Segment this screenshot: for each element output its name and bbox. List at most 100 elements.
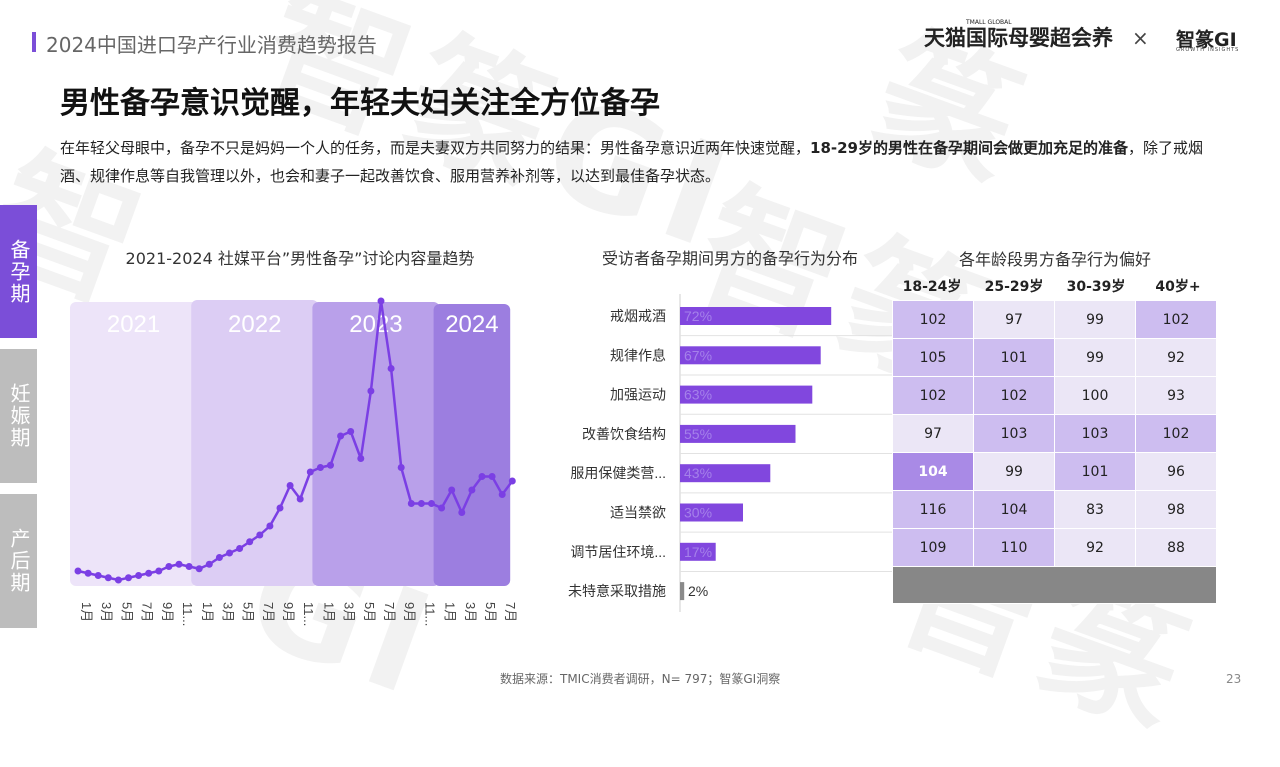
year-panel [312, 302, 440, 586]
year-label: 2022 [228, 311, 281, 338]
heatmap-cell: 88 [1135, 528, 1217, 567]
data-point [448, 486, 456, 494]
data-point [387, 365, 395, 372]
category-label: 未特意采取措施 [568, 583, 666, 599]
heatmap-cell: 97 [892, 414, 974, 453]
brand-tmall-sub: TMALL GLOBAL [966, 19, 1012, 26]
heatmap-empty-cell [892, 566, 1217, 604]
heatmap-cell: 96 [1135, 452, 1217, 491]
data-point [357, 455, 365, 462]
x-tick-label: 3月 [99, 602, 114, 622]
heatmap-cell: 102 [892, 300, 974, 339]
bar [680, 346, 821, 365]
bar-value-label: 2% [688, 583, 708, 599]
bar-value-label: 43% [684, 465, 712, 481]
heatmap-column-header: 30-39岁 [1066, 279, 1126, 295]
heatmap-cell: 99 [973, 452, 1055, 491]
year-panel [70, 302, 198, 586]
heatmap-row: 102 97 99 102 [892, 300, 1217, 339]
category-label: 适当禁欲 [610, 505, 666, 521]
side-tab-postpartum[interactable]: 产后期 [0, 494, 37, 628]
side-tab-label: 产后期 [7, 528, 31, 594]
data-point [185, 563, 193, 570]
heatmap-cell: 105 [892, 338, 974, 377]
data-point [276, 504, 284, 512]
heatmap-table: 102 97 99 102 105 101 99 92 102 102 100 93 97 103 103 1… [892, 300, 1217, 604]
heatmap-empty-row [892, 566, 1217, 604]
data-point [327, 461, 334, 469]
description-bold: 18-29岁的男性在备孕期间会做更加充足的准备 [810, 139, 1128, 157]
heatmap-cell: 104 [892, 452, 974, 491]
bar [680, 424, 796, 443]
data-point [155, 567, 163, 575]
data-point [438, 504, 446, 512]
heatmap-row: 97 103 103 102 [892, 414, 1217, 453]
brand-separator: × [1132, 26, 1149, 50]
data-point [205, 560, 213, 568]
year-panel [433, 304, 511, 586]
category-label: 加强运动 [610, 387, 666, 403]
heatmap-row: 116 104 83 98 [892, 490, 1217, 529]
category-label: 规律作息 [610, 347, 666, 363]
x-tick-label: 9月 [281, 602, 296, 622]
x-tick-label: 1月 [79, 602, 94, 622]
heatmap-column-header: 40岁+ [1155, 279, 1201, 295]
data-point [428, 500, 435, 507]
bar [680, 542, 716, 561]
data-point [266, 522, 274, 530]
heatmap-row: 102 102 100 93 [892, 376, 1217, 415]
x-tick-label: 3月 [342, 602, 357, 622]
x-tick-label: 7月 [261, 602, 276, 622]
heatmap-cell: 102 [1135, 414, 1217, 453]
data-point [226, 549, 233, 557]
data-point [195, 565, 203, 573]
brand-tmall-logo: 天猫国际母婴超会养 [924, 26, 1113, 50]
x-tick-label: 9月 [402, 602, 417, 622]
x-tick-label: 7月 [140, 602, 155, 622]
x-tick-label: 11... [180, 602, 195, 626]
heatmap-column-header: 25-29岁 [984, 279, 1044, 295]
brand-gi-logo: 智篆GI [1176, 29, 1237, 51]
x-tick-label: 1月 [200, 602, 215, 622]
data-point [145, 569, 153, 577]
side-tab-pregnancy[interactable]: 妊娠期 [0, 349, 37, 483]
bar [680, 582, 685, 601]
side-tab-label: 备孕期 [7, 238, 31, 305]
data-point [458, 509, 466, 516]
x-tick-label: 5月 [119, 602, 134, 622]
bar-value-label: 30% [684, 505, 712, 521]
data-point [417, 500, 425, 507]
heatmap-cell: 116 [892, 490, 974, 529]
category-label: 服用保健类营... [570, 465, 666, 481]
data-point [114, 576, 122, 584]
bar-value-label: 72% [684, 308, 712, 324]
heatmap-cell: 100 [1054, 376, 1136, 415]
x-tick-label: 7月 [382, 602, 397, 622]
heatmap-row: 109 110 92 88 [892, 528, 1217, 567]
data-point [135, 572, 143, 579]
heatmap-cell: 97 [973, 300, 1055, 339]
data-point [306, 468, 314, 476]
data-source: 数据来源：TMIC消费者调研，N= 797；智篆GI洞察 [500, 672, 781, 686]
bar [680, 503, 743, 522]
bar-value-label: 17% [684, 544, 712, 560]
bar [680, 464, 771, 483]
x-tick-label: 5月 [362, 602, 377, 622]
year-label: 2023 [349, 311, 402, 338]
heatmap-cell: 103 [1054, 414, 1136, 453]
heatmap-row: 105 101 99 92 [892, 338, 1217, 377]
x-tick-label: 11... [301, 602, 316, 626]
description-part1: 在年轻父母眼中，备孕不只是妈妈一个人的任务，而是夫妻双方共同努力的结果：男性备孕… [60, 139, 811, 157]
year-label: 2021 [107, 311, 160, 338]
data-point [316, 464, 324, 471]
heatmap-cell: 102 [892, 376, 974, 415]
heatmap-cell: 102 [973, 376, 1055, 415]
category-label: 戒烟戒酒 [610, 308, 666, 324]
x-tick-label: 5月 [241, 602, 256, 622]
heatmap-cell: 101 [1054, 452, 1136, 491]
bar-value-label: 55% [684, 426, 712, 442]
x-tick-label: 11... [422, 602, 437, 626]
data-point [377, 297, 385, 305]
side-tab-pregnancy-prep[interactable]: 备孕期 [0, 205, 37, 338]
bar [680, 385, 813, 404]
